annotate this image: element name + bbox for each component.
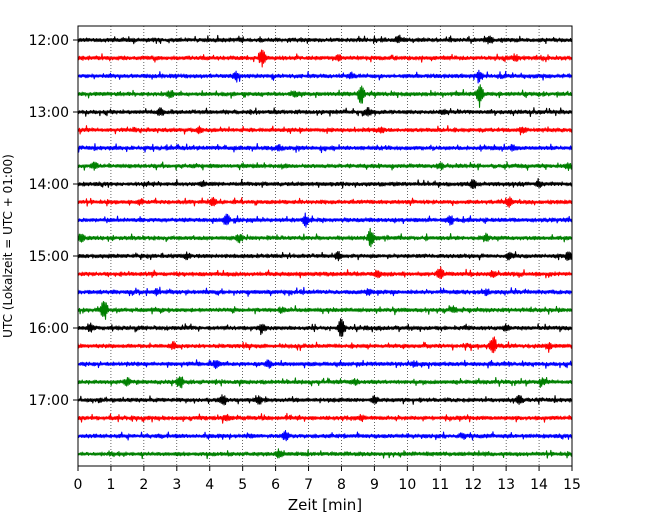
x-tick-label: 9 <box>370 477 379 493</box>
seismic-trace <box>77 49 573 68</box>
x-tick-label: 15 <box>563 477 581 493</box>
x-tick-label: 7 <box>304 477 313 493</box>
seismic-trace <box>77 125 573 136</box>
seismic-trace <box>77 394 573 406</box>
x-tick-label: 13 <box>497 477 515 493</box>
seismic-trace <box>77 376 573 389</box>
y-tick-label: 14:00 <box>29 177 69 193</box>
seismic-trace <box>77 212 573 228</box>
seismic-trace <box>77 430 573 442</box>
seismic-trace <box>77 69 573 84</box>
seismic-trace <box>77 84 573 108</box>
x-axis-ticks: 0 1 2 3 4 5 6 7 8 9 10 11 12 13 14 15 <box>74 466 581 493</box>
seismic-trace <box>77 107 573 118</box>
x-tick-label: 6 <box>271 477 280 493</box>
x-tick-label: 0 <box>74 477 83 493</box>
x-axis-label: Zeit [min] <box>288 496 362 514</box>
x-tick-label: 10 <box>398 477 416 493</box>
x-tick-label: 2 <box>139 477 148 493</box>
seismic-trace <box>77 286 573 297</box>
x-tick-label: 11 <box>431 477 449 493</box>
grid-lines <box>110 26 540 466</box>
seismic-trace <box>77 336 573 354</box>
seismic-trace <box>77 34 573 45</box>
y-tick-label: 12:00 <box>29 33 69 49</box>
seismic-trace <box>77 142 573 154</box>
x-tick-label: 1 <box>106 477 115 493</box>
seismic-trace <box>77 412 573 424</box>
y-tick-label: 15:00 <box>29 249 69 265</box>
seismic-traces <box>77 34 573 460</box>
y-axis-label: UTC (Lokalzeit = UTC + 01:00) <box>1 154 15 338</box>
seismic-trace <box>77 300 573 320</box>
x-tick-label: 8 <box>337 477 346 493</box>
x-tick-label: 12 <box>464 477 482 493</box>
seismic-trace <box>77 359 573 370</box>
seismic-trace <box>77 266 573 280</box>
x-tick-label: 14 <box>530 477 548 493</box>
seismic-trace <box>77 196 573 208</box>
y-tick-label: 17:00 <box>29 393 69 409</box>
y-axis-ticks: 12:00 13:00 14:00 15:00 16:00 17:00 <box>29 33 78 409</box>
x-tick-label: 3 <box>172 477 181 493</box>
y-tick-label: 13:00 <box>29 105 69 121</box>
plot-frame <box>77 25 573 467</box>
seismic-trace <box>77 318 573 338</box>
x-tick-label: 5 <box>238 477 247 493</box>
x-tick-label: 4 <box>205 477 214 493</box>
y-tick-label: 16:00 <box>29 321 69 337</box>
seismic-trace <box>77 227 573 248</box>
seismic-trace <box>77 178 573 189</box>
seismic-trace <box>77 251 573 262</box>
seismic-trace <box>77 161 573 172</box>
seismic-trace <box>77 448 573 460</box>
